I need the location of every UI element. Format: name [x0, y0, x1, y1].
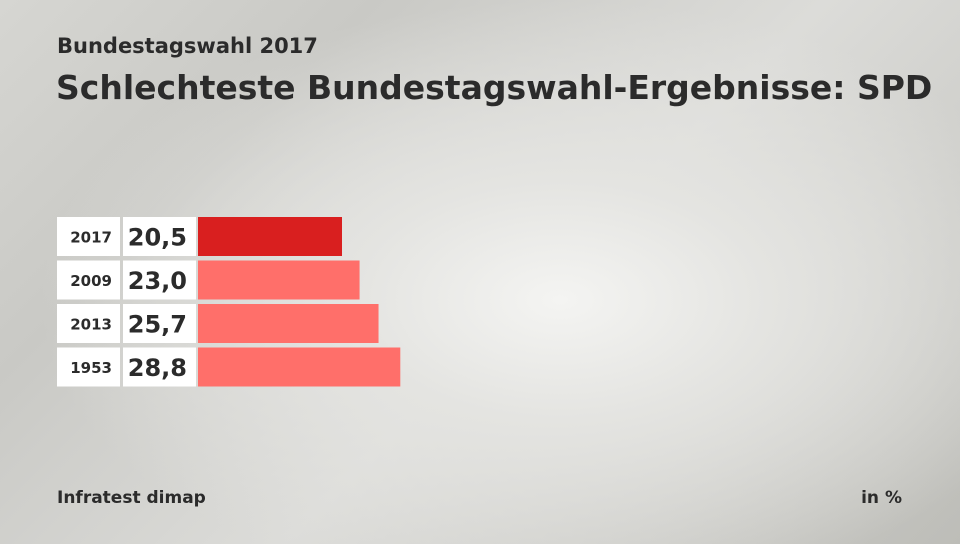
bar — [198, 260, 360, 300]
category-label-box — [57, 217, 120, 256]
bar — [198, 217, 342, 256]
value-label: 25,7 — [128, 311, 187, 339]
source-label: Infratest dimap — [57, 488, 206, 508]
bar — [198, 347, 401, 387]
bar — [198, 304, 379, 343]
category-label: 2017 — [70, 229, 112, 247]
value-label-box — [123, 347, 196, 387]
category-label-box — [57, 260, 120, 300]
category-label: 1953 — [70, 359, 112, 377]
value-label: 28,8 — [128, 354, 187, 382]
value-label-box — [123, 217, 196, 256]
value-label-box — [123, 304, 196, 343]
category-label-box — [57, 347, 120, 387]
value-label: 23,0 — [128, 267, 187, 295]
value-label-box — [123, 260, 196, 300]
chart-title: Schlechteste Bundestagswahl-Ergebnisse: … — [56, 68, 933, 107]
category-label: 2009 — [70, 272, 112, 290]
value-label: 20,5 — [128, 224, 187, 252]
category-label-box — [57, 304, 120, 343]
category-label: 2013 — [70, 316, 112, 334]
unit-label: in % — [861, 488, 902, 508]
chart-subtitle: Bundestagswahl 2017 — [57, 34, 318, 58]
